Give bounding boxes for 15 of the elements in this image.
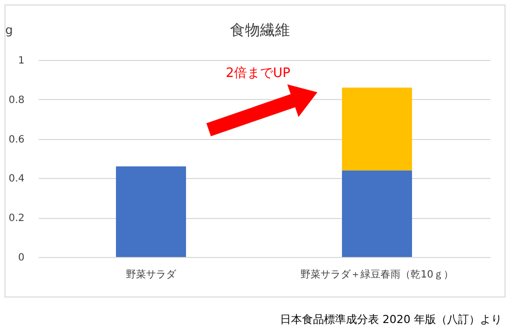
x-tick-label: 野菜サラダ [126, 268, 177, 280]
y-tick-label: 0.2 [8, 213, 24, 224]
y-tick-label: 1 [18, 56, 24, 66]
annotation: 2倍までUP [226, 66, 290, 81]
bar [116, 166, 186, 257]
bar [342, 170, 412, 257]
y-tick-label: 0.8 [8, 94, 24, 106]
y-axis-title: g [5, 23, 13, 37]
y-tick-label: 0 [18, 252, 24, 264]
text: 日本食品標準成分表 2020 年版（八訂）より [280, 313, 502, 326]
x-tick-label: 野菜サラダ＋緑豆春雨（乾10ｇ） [300, 268, 454, 280]
y-tick-label: 0.6 [8, 134, 24, 146]
y-tick-label: 0.4 [8, 174, 24, 185]
chart-title: 食物繊維 [230, 21, 290, 39]
bar [342, 88, 412, 170]
